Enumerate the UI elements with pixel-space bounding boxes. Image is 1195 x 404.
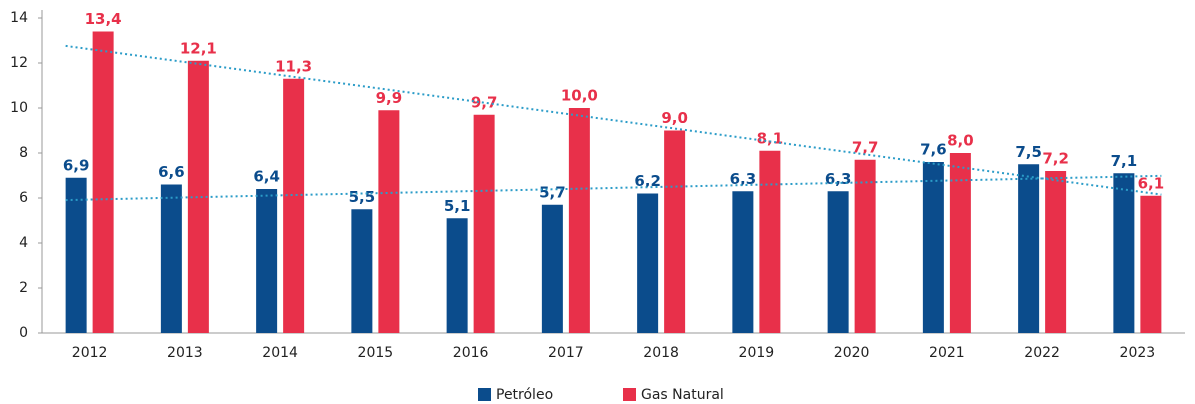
legend-label: Petróleo — [496, 387, 553, 403]
y-tick-label: 6 — [19, 190, 28, 206]
value-label: 9,9 — [376, 89, 403, 107]
bar — [1018, 164, 1040, 333]
bar — [732, 191, 754, 333]
bar — [664, 130, 686, 333]
value-label: 10,0 — [561, 87, 598, 105]
x-tick-label: 2014 — [262, 345, 298, 361]
y-tick-label: 14 — [10, 10, 28, 26]
x-tick-label: 2021 — [929, 345, 965, 361]
x-tick-label: 2019 — [739, 345, 775, 361]
value-label: 8,1 — [757, 129, 784, 147]
bar — [922, 162, 944, 333]
bar — [759, 150, 781, 333]
bar — [187, 60, 209, 333]
bar — [1140, 195, 1162, 333]
bar — [1113, 173, 1135, 333]
value-label: 6,3 — [825, 170, 852, 188]
value-label: 5,1 — [444, 197, 471, 215]
y-tick-label: 12 — [10, 55, 28, 71]
x-tick-label: 2012 — [72, 345, 108, 361]
bar — [473, 114, 495, 333]
bar — [637, 193, 659, 333]
value-label: 9,7 — [471, 93, 498, 111]
y-tick-label: 10 — [10, 100, 28, 116]
bar — [351, 209, 373, 333]
x-tick-label: 2022 — [1024, 345, 1060, 361]
bar — [256, 189, 278, 333]
value-label: 6,1 — [1138, 174, 1165, 192]
value-label: 6,2 — [634, 172, 661, 190]
value-label: 7,2 — [1042, 150, 1069, 168]
bar — [378, 110, 400, 333]
y-tick-label: 0 — [19, 325, 28, 341]
legend-swatch — [478, 388, 491, 401]
value-label: 12,1 — [180, 39, 217, 57]
value-label: 8,0 — [947, 132, 974, 150]
bar — [541, 204, 563, 333]
value-label: 5,5 — [349, 188, 376, 206]
value-label: 6,9 — [63, 156, 90, 174]
value-label: 7,1 — [1111, 152, 1138, 170]
value-label: 6,4 — [253, 168, 280, 186]
bar — [827, 191, 849, 333]
value-label: 13,4 — [85, 10, 122, 28]
legend-swatch — [623, 388, 636, 401]
value-label: 7,5 — [1015, 143, 1042, 161]
value-label: 5,7 — [539, 183, 566, 201]
y-tick-label: 4 — [19, 235, 28, 251]
value-label: 6,6 — [158, 163, 185, 181]
x-tick-label: 2018 — [643, 345, 679, 361]
bar — [854, 159, 876, 333]
x-tick-label: 2017 — [548, 345, 584, 361]
x-tick-label: 2020 — [834, 345, 870, 361]
bar — [568, 108, 590, 333]
y-tick-label: 2 — [19, 280, 28, 296]
x-tick-label: 2016 — [453, 345, 489, 361]
bar — [1045, 171, 1067, 333]
x-tick-label: 2015 — [358, 345, 394, 361]
x-tick-label: 2023 — [1120, 345, 1156, 361]
bar — [949, 153, 971, 333]
value-label: 11,3 — [275, 57, 312, 75]
x-tick-label: 2013 — [167, 345, 203, 361]
bar — [446, 218, 468, 333]
value-label: 6,3 — [730, 170, 757, 188]
bar — [283, 78, 305, 333]
value-label: 7,7 — [852, 138, 879, 156]
trend-line — [65, 44, 1162, 196]
trend-line — [65, 174, 1162, 202]
legend-label: Gas Natural — [641, 387, 724, 403]
bar — [65, 177, 87, 333]
y-tick-label: 8 — [19, 145, 28, 161]
bar — [92, 31, 114, 333]
bar — [160, 184, 182, 333]
value-label: 7,6 — [920, 141, 947, 159]
value-label: 9,0 — [661, 109, 688, 127]
